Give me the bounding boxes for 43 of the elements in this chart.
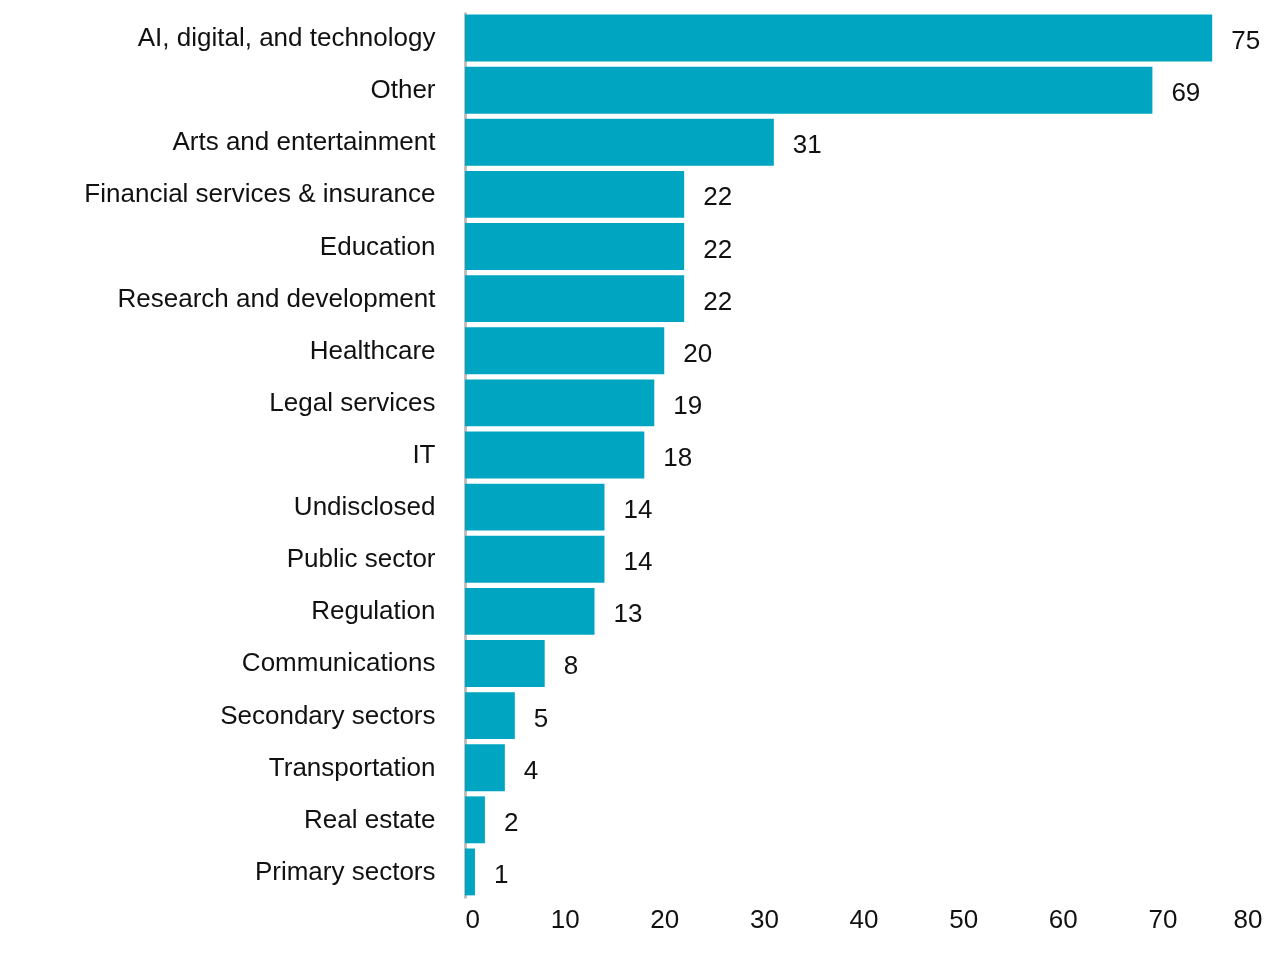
y-tick-label: Real estate xyxy=(303,803,436,834)
y-tick-label: Education xyxy=(319,230,436,261)
data-label: 5 xyxy=(533,702,549,733)
data-label: 14 xyxy=(623,494,653,525)
x-tick-label: 40 xyxy=(849,903,879,934)
x-tick-label: 20 xyxy=(650,903,680,934)
x-tick-label: 70 xyxy=(1148,903,1178,934)
data-label: 14 xyxy=(623,546,653,577)
data-label: 2 xyxy=(503,806,519,837)
y-tick-label: IT xyxy=(412,439,436,469)
data-label: 69 xyxy=(1171,77,1201,108)
data-label: 1 xyxy=(493,858,509,889)
data-label: 22 xyxy=(703,233,733,264)
x-tick-label: 0 xyxy=(465,903,480,934)
x-tick-label: 10 xyxy=(550,903,580,934)
y-tick-label: Regulation xyxy=(311,595,436,626)
data-label: 13 xyxy=(613,598,643,629)
x-tick-label: 60 xyxy=(1048,903,1078,934)
y-tick-label: Primary sectors xyxy=(254,855,436,886)
y-tick-label: Financial services & insurance xyxy=(84,178,436,209)
data-label: 8 xyxy=(563,650,579,681)
y-tick-label: AI, digital, and technology xyxy=(137,22,436,53)
data-label: 22 xyxy=(703,181,733,212)
data-label: 19 xyxy=(673,389,703,420)
x-tick-label: 50 xyxy=(949,903,979,934)
data-label: 75 xyxy=(1231,25,1261,56)
y-tick-label: Secondary sectors xyxy=(220,699,436,730)
data-label: 22 xyxy=(703,285,733,316)
data-label: 20 xyxy=(683,337,713,368)
y-tick-label: Legal services xyxy=(269,386,436,417)
y-tick-label: Other xyxy=(370,74,436,105)
y-tick-label: Healthcare xyxy=(309,334,436,365)
y-tick-label: Communications xyxy=(241,647,436,678)
y-tick-label: Undisclosed xyxy=(293,491,436,522)
x-tick-label: 30 xyxy=(749,903,779,934)
y-tick-label: Public sector xyxy=(286,543,436,574)
data-label: 4 xyxy=(523,754,539,785)
data-label: 31 xyxy=(792,129,822,160)
data-label: 18 xyxy=(663,442,693,472)
y-tick-label: Arts and entertainment xyxy=(172,126,437,157)
y-tick-label: Transportation xyxy=(268,751,436,782)
y-tick-label: Research and development xyxy=(117,282,437,313)
x-tick-label: 80 xyxy=(1233,903,1263,934)
